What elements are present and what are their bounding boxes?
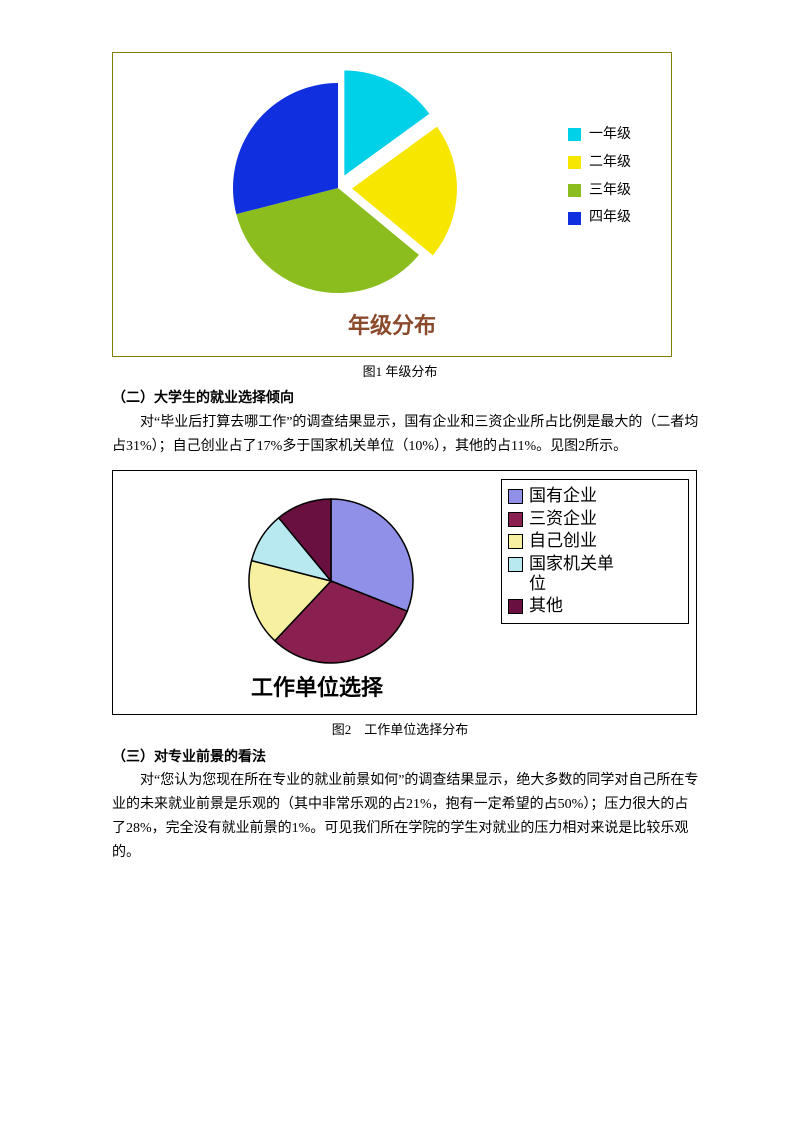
legend-label: 一年级 bbox=[589, 123, 631, 147]
legend-swatch bbox=[508, 489, 523, 504]
chart2-legend: 国有企业三资企业自己创业国家机关单位其他 bbox=[501, 479, 689, 623]
legend-label: 三资企业 bbox=[529, 509, 619, 529]
chart2-title: 工作单位选择 bbox=[251, 669, 383, 706]
legend-swatch bbox=[508, 534, 523, 549]
chart1-legend-item: 三年级 bbox=[568, 179, 631, 203]
legend-label: 三年级 bbox=[589, 179, 631, 203]
chart2-legend-item: 其他 bbox=[508, 596, 678, 616]
legend-swatch bbox=[508, 599, 523, 614]
section2-paragraph: 对“毕业后打算去哪工作”的调查结果显示，国有企业和三资企业所占比例是最大的（二者… bbox=[112, 411, 700, 459]
chart2-caption: 图2 工作单位选择分布 bbox=[60, 719, 740, 741]
legend-swatch bbox=[508, 512, 523, 527]
chart1-legend-item: 一年级 bbox=[568, 123, 631, 147]
chart1-legend-item: 四年级 bbox=[568, 206, 631, 230]
legend-label: 四年级 bbox=[589, 206, 631, 230]
section3-paragraph: 对“您认为您现在所在专业的就业前景如何”的调查结果显示，绝大多数的同学对自己所在… bbox=[112, 769, 700, 864]
chart2-legend-item: 自己创业 bbox=[508, 531, 678, 551]
legend-swatch bbox=[508, 557, 523, 572]
legend-swatch bbox=[568, 156, 581, 169]
chart1-caption: 图1 年级分布 bbox=[60, 361, 740, 383]
legend-swatch bbox=[568, 212, 581, 225]
legend-swatch bbox=[568, 128, 581, 141]
section3-heading: （三）对专业前景的看法 bbox=[112, 746, 740, 770]
chart1-box: 一年级二年级三年级四年级 年级分布 bbox=[112, 52, 672, 357]
legend-label: 其他 bbox=[529, 596, 619, 616]
legend-label: 自己创业 bbox=[529, 531, 619, 551]
legend-label: 国有企业 bbox=[529, 486, 619, 506]
chart1-title: 年级分布 bbox=[113, 307, 671, 344]
chart2-legend-item: 国家机关单位 bbox=[508, 554, 678, 595]
chart2-box: 国有企业三资企业自己创业国家机关单位其他 工作单位选择 bbox=[112, 470, 697, 715]
chart1-legend: 一年级二年级三年级四年级 bbox=[568, 123, 631, 234]
legend-label: 二年级 bbox=[589, 151, 631, 175]
legend-label: 国家机关单位 bbox=[529, 554, 619, 595]
chart1-legend-item: 二年级 bbox=[568, 151, 631, 175]
section2-heading: （二）大学生的就业选择倾向 bbox=[112, 387, 740, 411]
chart2-legend-item: 国有企业 bbox=[508, 486, 678, 506]
chart2-legend-item: 三资企业 bbox=[508, 509, 678, 529]
legend-swatch bbox=[568, 184, 581, 197]
